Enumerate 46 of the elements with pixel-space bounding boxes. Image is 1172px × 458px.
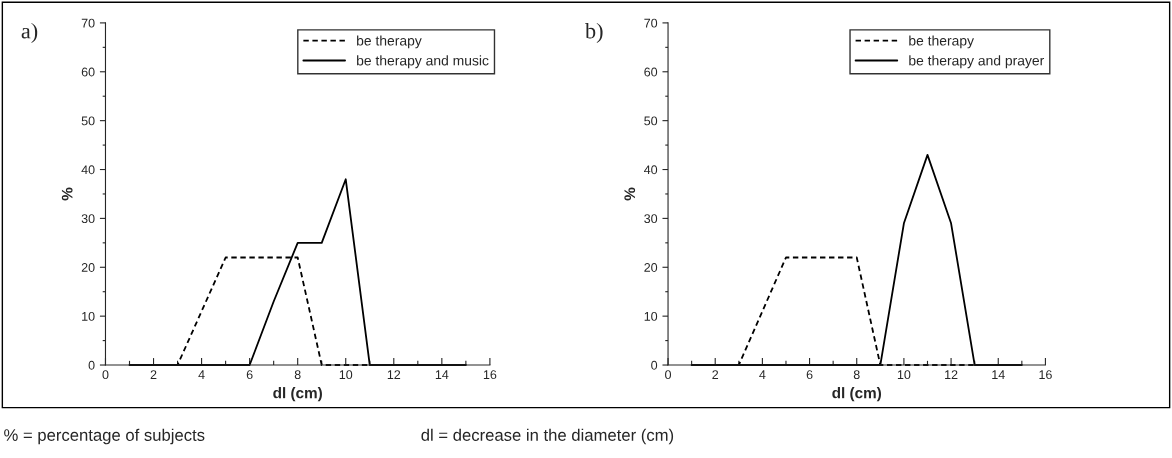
y-tick-label: 60 (644, 67, 658, 77)
text: dl = decrease in the diameter (cm) (421, 428, 674, 445)
x-tick-label: 14 (435, 370, 449, 379)
chart-title: b) (585, 22, 603, 44)
x-tick-label: 10 (897, 370, 911, 380)
y-tick-label: 0 (88, 360, 95, 370)
x-tick-label: 12 (387, 370, 401, 379)
x-tick-label: 0 (665, 370, 672, 380)
x-tick-label: 2 (712, 370, 719, 379)
x-tick-label: 2 (150, 370, 157, 379)
y-tick-label: 50 (81, 116, 95, 126)
y-tick-label: 20 (644, 263, 658, 272)
x-axis-title: dl (cm) (832, 387, 882, 402)
y-axis-title: % (624, 187, 636, 201)
x-tick-label: 8 (853, 370, 860, 380)
y-tick-label: 0 (651, 360, 658, 370)
y-tick-label: 50 (644, 116, 658, 126)
x-tick-label: 4 (759, 370, 766, 379)
y-axis-title: % (61, 187, 73, 201)
y-tick-label: 20 (81, 263, 95, 272)
y-tick-label: 70 (644, 18, 658, 28)
legend-label: be therapy (909, 35, 974, 49)
text: % = percentage of subjects (4, 428, 205, 445)
x-tick-label: 6 (246, 370, 253, 380)
x-tick-label: 16 (1039, 370, 1052, 380)
x-tick-label: 14 (992, 370, 1005, 379)
x-tick-label: 16 (483, 370, 497, 380)
y-tick-label: 30 (81, 214, 95, 224)
legend-label: be therapy (357, 35, 422, 49)
y-tick-label: 40 (644, 165, 658, 175)
y-tick-label: 40 (81, 165, 95, 175)
x-tick-label: 10 (339, 370, 353, 380)
legend-label: be therapy and music (357, 55, 489, 69)
x-tick-label: 6 (806, 370, 813, 380)
x-tick-label: 4 (198, 370, 205, 379)
y-tick-label: 30 (644, 214, 658, 224)
x-tick-label: 8 (294, 370, 301, 380)
x-tick-label: 0 (102, 370, 109, 380)
chart-title: a) (21, 22, 38, 44)
y-tick-label: 60 (81, 67, 95, 77)
y-tick-label: 10 (644, 311, 658, 321)
y-tick-label: 70 (81, 18, 95, 28)
x-axis-title: dl (cm) (273, 387, 322, 402)
y-tick-label: 10 (82, 311, 95, 321)
legend-label: be therapy and prayer (909, 55, 1045, 69)
x-tick-label: 12 (945, 370, 958, 379)
